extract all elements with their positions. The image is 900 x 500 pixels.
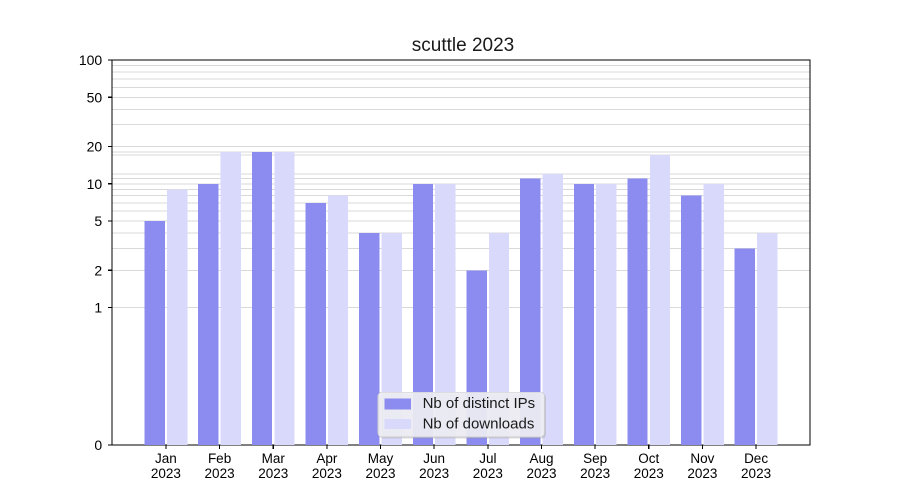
svg-text:2023: 2023 [687, 466, 717, 481]
svg-text:2023: 2023 [526, 466, 556, 481]
svg-text:Jan: Jan [155, 451, 177, 466]
svg-text:Dec: Dec [744, 451, 768, 466]
svg-text:2023: 2023 [634, 466, 664, 481]
svg-text:Mar: Mar [262, 451, 286, 466]
svg-text:5: 5 [94, 213, 102, 229]
svg-text:100: 100 [79, 52, 103, 68]
svg-text:2: 2 [94, 262, 102, 278]
svg-text:2023: 2023 [741, 466, 771, 481]
svg-text:2023: 2023 [151, 466, 181, 481]
svg-text:2023: 2023 [366, 466, 396, 481]
svg-text:scuttle 2023: scuttle 2023 [412, 35, 514, 56]
svg-text:50: 50 [87, 89, 103, 105]
svg-text:Nb of downloads: Nb of downloads [423, 416, 535, 433]
svg-text:2023: 2023 [473, 466, 503, 481]
svg-text:Nb of distinct IPs: Nb of distinct IPs [423, 395, 536, 412]
svg-text:0: 0 [94, 437, 102, 453]
svg-text:2023: 2023 [312, 466, 342, 481]
svg-text:2023: 2023 [419, 466, 449, 481]
svg-text:10: 10 [87, 176, 103, 192]
svg-text:Nov: Nov [690, 451, 714, 466]
svg-text:Jul: Jul [479, 451, 496, 466]
svg-text:Aug: Aug [529, 451, 553, 466]
svg-text:2023: 2023 [258, 466, 288, 481]
svg-text:Apr: Apr [316, 451, 338, 466]
svg-text:Jun: Jun [423, 451, 445, 466]
svg-text:2023: 2023 [580, 466, 610, 481]
svg-text:20: 20 [87, 139, 103, 155]
svg-text:1: 1 [94, 300, 102, 316]
svg-text:2023: 2023 [205, 466, 235, 481]
svg-text:Feb: Feb [208, 451, 231, 466]
svg-text:May: May [368, 451, 394, 466]
svg-text:Oct: Oct [638, 451, 659, 466]
svg-text:Sep: Sep [583, 451, 607, 466]
